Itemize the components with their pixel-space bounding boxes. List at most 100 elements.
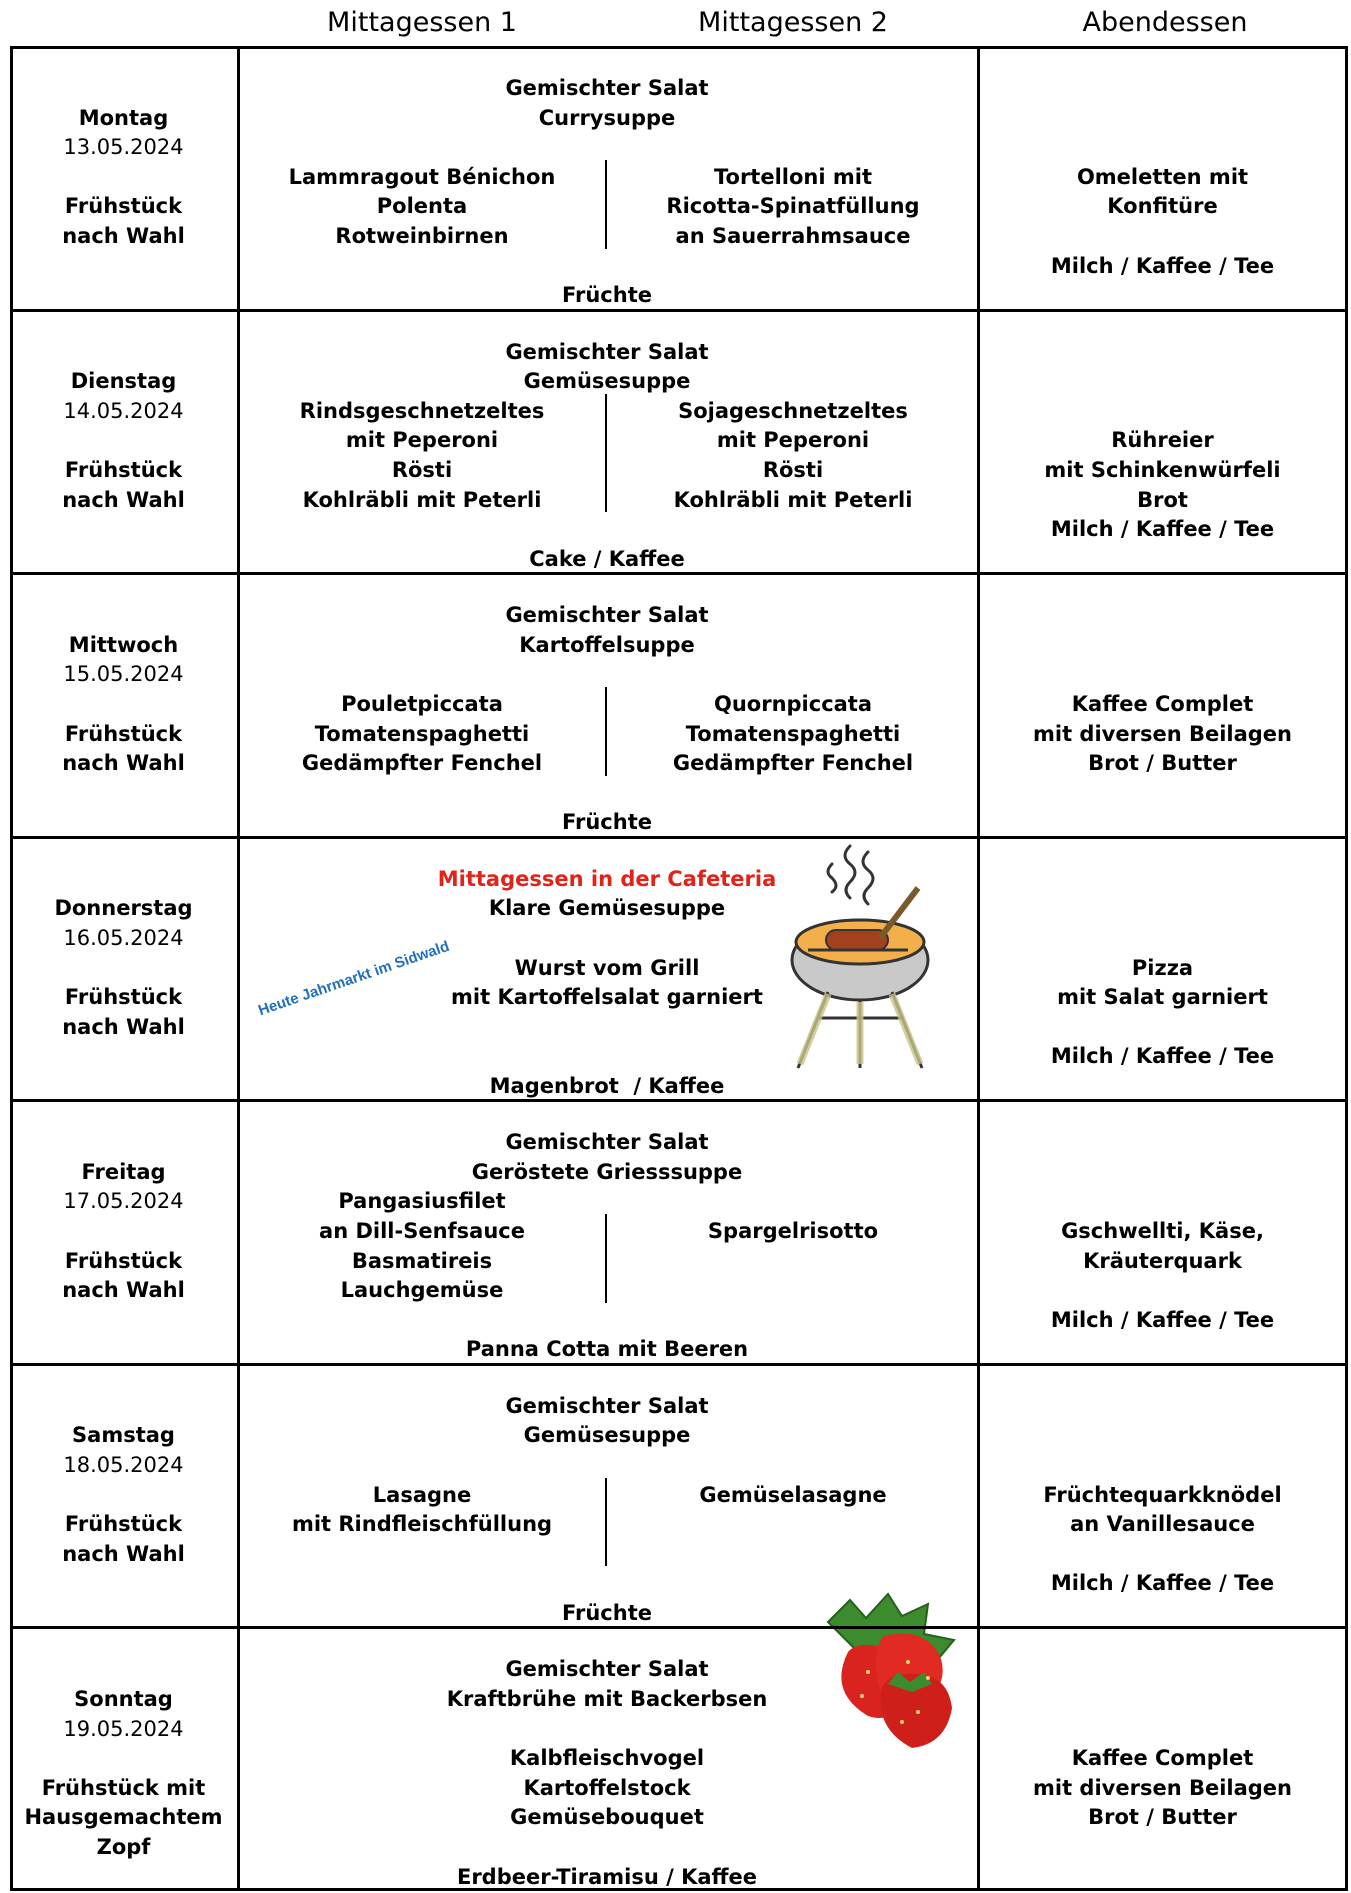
- dinner: Milch / Kaffee / Tee: [1050, 253, 1275, 278]
- table-border: [10, 46, 1348, 49]
- date: 15.05.2024: [63, 662, 184, 687]
- starter: Gemischter Salat: [505, 76, 709, 100]
- menu-2-dish: Gemüselasagne: [699, 1482, 887, 1507]
- menu-1-dish: Lauchgemüse: [340, 1278, 504, 1303]
- row-line: [10, 572, 1348, 576]
- breakfast: Frühstück: [64, 1248, 183, 1273]
- dessert: Erdbeer-Tiramisu / Kaffee: [456, 1864, 758, 1889]
- dinner: Rühreier: [1111, 428, 1214, 453]
- dinner: mit Schinkenwürfeli: [1044, 457, 1281, 482]
- dinner: Kaffee Complet: [1071, 691, 1254, 716]
- breakfast: Zopf: [96, 1835, 151, 1860]
- day-name: Freitag: [81, 1159, 166, 1184]
- breakfast: Frühstück: [64, 457, 183, 482]
- breakfast: nach Wahl: [62, 751, 185, 776]
- starter: Gemüsesuppe: [523, 1423, 691, 1448]
- date: 18.05.2024: [63, 1453, 184, 1478]
- menu-1-dish: an Dill-Senfsauce: [319, 1219, 525, 1244]
- date: 16.05.2024: [63, 925, 184, 950]
- column-line: [10, 46, 13, 1891]
- side-note: Heute Jahrmarkt im Sidwald: [256, 937, 452, 1019]
- dinner: Milch / Kaffee / Tee: [1050, 1307, 1275, 1332]
- day-name: Donnerstag: [54, 896, 193, 921]
- breakfast: nach Wahl: [62, 224, 185, 248]
- breakfast: Frühstück mit: [41, 1775, 206, 1800]
- dessert: Früchte: [562, 283, 652, 308]
- menu-2-dish: Quornpiccata: [713, 691, 873, 716]
- breakfast: Frühstück: [64, 1512, 183, 1537]
- dessert: Früchte: [562, 1601, 652, 1626]
- dessert: Magenbrot / Kaffee: [489, 1073, 725, 1098]
- column-line: [1345, 46, 1348, 1891]
- table-border: [10, 1888, 1348, 1891]
- day-name: Sonntag: [74, 1687, 173, 1712]
- dinner: Gschwellti, Käse,: [1061, 1219, 1264, 1244]
- row-line: [10, 1626, 1348, 1630]
- date: 14.05.2024: [63, 398, 184, 423]
- breakfast: nach Wahl: [62, 1278, 185, 1303]
- main-dish: Kartoffelstock: [523, 1775, 691, 1800]
- menu-divider: [605, 686, 607, 776]
- column-header: Mittagessen 2: [698, 7, 888, 38]
- dinner: Pizza: [1131, 955, 1194, 980]
- day-name: Montag: [78, 105, 169, 130]
- menu-1-dish: Basmatireis: [351, 1248, 493, 1273]
- menu-1-dish: Gedämpfter Fenchel: [301, 751, 543, 776]
- menu-1-dish: Pangasiusfilet: [338, 1189, 506, 1214]
- row-line: [10, 1099, 1348, 1103]
- dessert: Panna Cotta mit Beeren: [465, 1337, 749, 1362]
- menu-divider: [605, 159, 607, 249]
- day-name: Dienstag: [70, 369, 177, 394]
- starter: Gemischter Salat: [505, 1393, 709, 1418]
- dinner: Brot: [1137, 487, 1188, 512]
- breakfast: Frühstück: [64, 721, 183, 746]
- row-line: [10, 308, 1348, 312]
- menu-1-dish: Kohlräbli mit Peterli: [302, 487, 542, 512]
- menu-1-dish: Rindsgeschnetzeltes: [299, 398, 545, 423]
- menu-2-dish: Ricotta-Spinatfüllung: [666, 194, 920, 219]
- starter: Geröstete Griesssuppe: [471, 1159, 743, 1184]
- row-line: [10, 835, 1348, 839]
- starter: Kraftbrühe mit Backerbsen: [446, 1687, 768, 1712]
- menu-1-dish: Tomatenspaghetti: [314, 721, 530, 746]
- breakfast: nach Wahl: [62, 1541, 185, 1566]
- menu-1-dish: Lammragout Bénichon: [288, 164, 556, 189]
- menu-2-dish: Tomatenspaghetti: [685, 721, 901, 746]
- grill-illustration: [790, 844, 930, 1069]
- menu-1-dish: Rösti: [391, 457, 453, 482]
- menu-2-dish: Tortelloni mit: [713, 164, 873, 189]
- date: 17.05.2024: [63, 1189, 184, 1214]
- strawberry-illustration: [826, 1592, 956, 1748]
- starter: Gemischter Salat: [505, 603, 709, 628]
- menu-divider: [605, 1477, 607, 1567]
- menu-divider: [605, 393, 607, 513]
- menu-2-dish: Rösti: [762, 457, 824, 482]
- row-line: [10, 1362, 1348, 1366]
- starter: Klare Gemüsesuppe: [488, 896, 726, 921]
- menu-1-dish: Lasagne: [372, 1482, 472, 1507]
- breakfast: Frühstück: [64, 985, 183, 1010]
- main-dish: mit Kartoffelsalat garniert: [451, 985, 763, 1010]
- column-line: [977, 46, 980, 1891]
- menu-divider: [605, 1214, 607, 1303]
- starter: Currysuppe: [538, 105, 676, 130]
- dinner: Milch / Kaffee / Tee: [1050, 1044, 1275, 1069]
- menu-1-dish: Polenta: [376, 194, 468, 219]
- starter: Gemischter Salat: [505, 1657, 709, 1682]
- menu-2-dish: Spargelrisotto: [707, 1219, 879, 1244]
- dinner: Früchtequarkknödel: [1043, 1482, 1282, 1507]
- day-name: Samstag: [72, 1423, 175, 1448]
- menu-2-dish: Sojageschnetzeltes: [678, 398, 908, 423]
- breakfast: nach Wahl: [62, 487, 185, 512]
- starter: Gemüsesuppe: [523, 369, 691, 394]
- menu-1-dish: mit Rindfleischfüllung: [291, 1512, 553, 1537]
- dessert: Cake / Kaffee: [529, 546, 685, 571]
- dinner: Brot / Butter: [1088, 751, 1237, 776]
- main-dish: Wurst vom Grill: [514, 955, 700, 980]
- dinner: Kräuterquark: [1083, 1248, 1242, 1273]
- date: 13.05.2024: [63, 135, 184, 160]
- main-dish: Kalbfleischvogel: [509, 1746, 705, 1771]
- menu-1-dish: mit Peperoni: [345, 428, 499, 453]
